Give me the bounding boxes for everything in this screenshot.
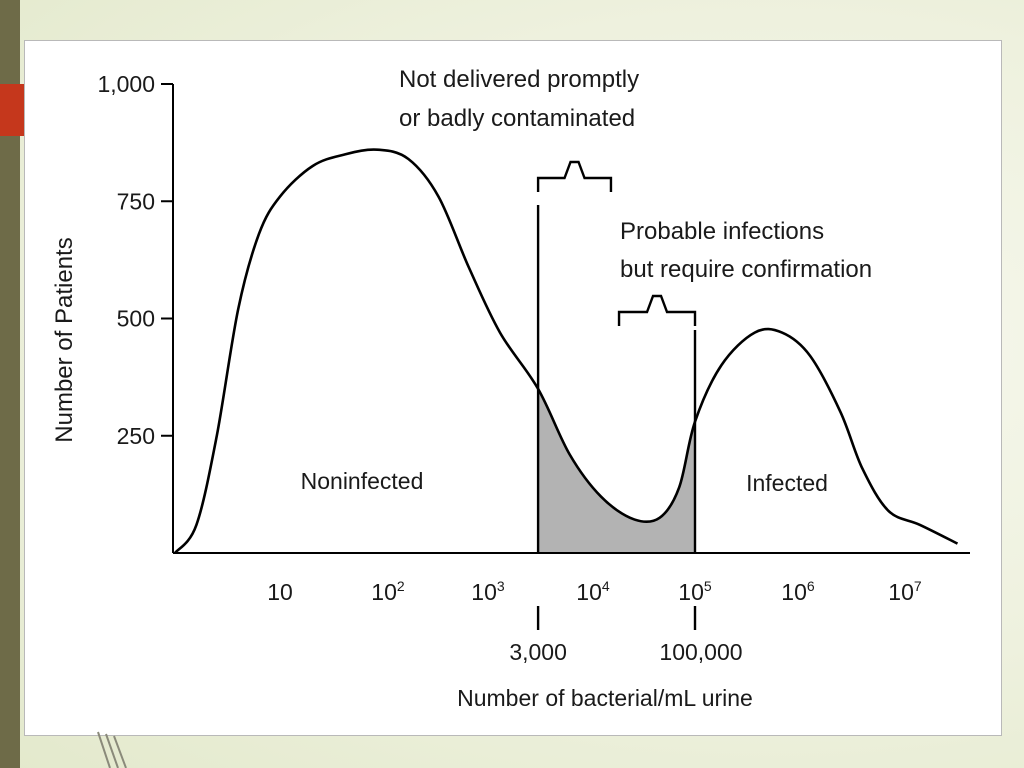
brace-probable-infections xyxy=(617,294,697,326)
shaded-region xyxy=(538,388,695,553)
x-tick-label: 103 xyxy=(471,578,505,605)
y-tick-label: 1,000 xyxy=(97,71,155,97)
x-tick-label: 106 xyxy=(781,578,815,605)
x-axis-title: Number of bacterial/mL urine xyxy=(457,685,753,711)
y-tick-label: 500 xyxy=(117,306,155,332)
x-tick-label: 10 xyxy=(267,579,293,605)
annotation-not-delivered-line1: Not delivered promptly xyxy=(399,66,639,93)
x-ticks: 10 102 103 104 105 106 107 xyxy=(267,578,922,605)
annotation-probable-line2: but require confirmation xyxy=(620,256,872,283)
brace-not-delivered xyxy=(536,160,613,192)
x-tick-label: 102 xyxy=(371,578,405,605)
x-tick-label: 107 xyxy=(888,578,922,605)
decorative-lines xyxy=(97,731,127,768)
annotation-probable-line1: Probable infections xyxy=(620,218,824,245)
annotation-not-delivered-line2: or badly contaminated xyxy=(399,105,635,132)
slide-left-bar xyxy=(0,0,20,768)
y-tick-label: 750 xyxy=(117,188,155,214)
slide-accent-tab xyxy=(0,84,26,136)
x-tick-label: 105 xyxy=(678,578,712,605)
marker-label-100000: 100,000 xyxy=(659,639,742,665)
marker-label-3000: 3,000 xyxy=(509,639,567,665)
y-ticks: 250 500 750 1,000 xyxy=(97,71,173,449)
region-label-infected: Infected xyxy=(746,470,828,496)
region-label-noninfected: Noninfected xyxy=(301,468,424,494)
y-axis-title: Number of Patients xyxy=(51,237,78,442)
distribution-curve xyxy=(173,148,959,554)
chart-panel xyxy=(24,40,1002,736)
x-tick-label: 104 xyxy=(576,578,610,605)
y-tick-label: 250 xyxy=(117,423,155,449)
